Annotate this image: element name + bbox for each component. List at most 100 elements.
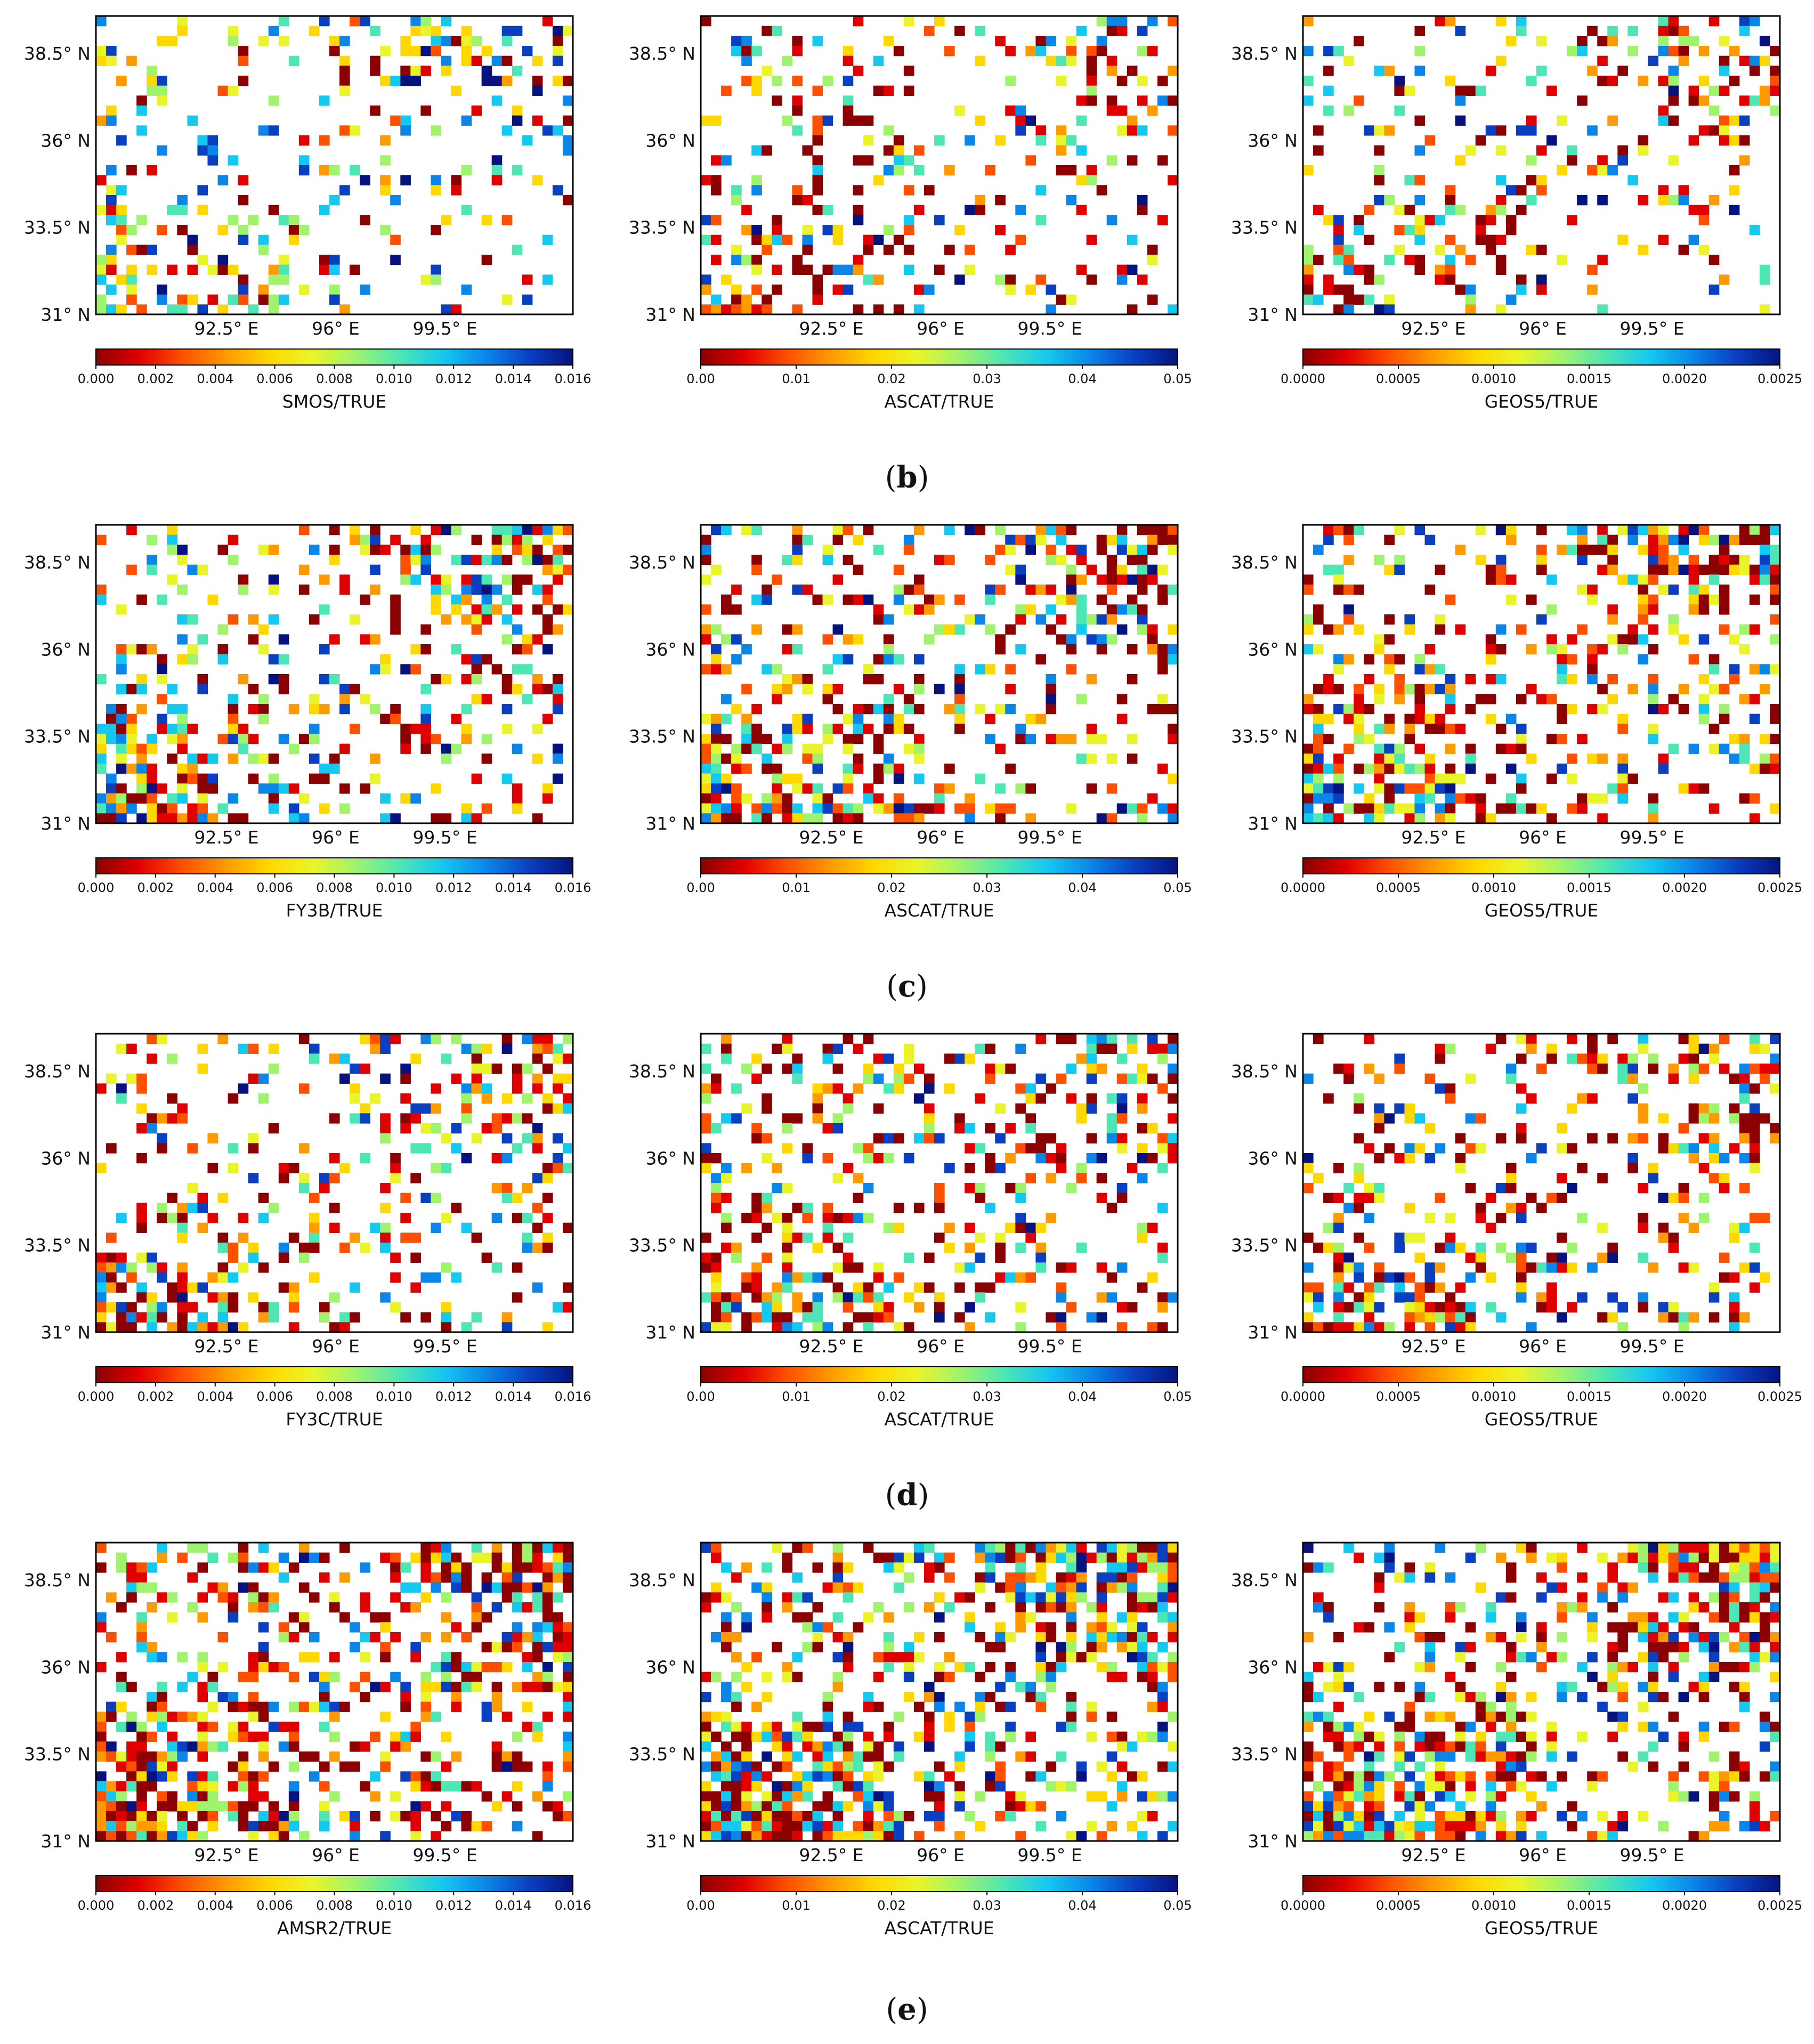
heatmap-cell xyxy=(187,264,198,275)
heatmap-cell xyxy=(329,525,340,536)
heatmap-cell xyxy=(843,634,854,645)
heatmap-cell xyxy=(136,1073,147,1084)
heatmap-cell xyxy=(177,764,188,774)
heatmap-cell xyxy=(217,1302,229,1313)
heatmap-cell xyxy=(843,1642,854,1652)
heatmap-cell xyxy=(1719,594,1730,605)
heatmap-cell xyxy=(721,773,732,784)
heatmap-cell xyxy=(96,1771,107,1782)
heatmap-cell xyxy=(329,1652,340,1662)
heatmap-cell xyxy=(187,1791,198,1802)
heatmap-cell xyxy=(1076,1243,1087,1253)
heatmap-cell xyxy=(147,564,157,575)
heatmap-cell xyxy=(552,1543,563,1553)
heatmap-cell xyxy=(197,753,208,764)
heatmap-cell xyxy=(258,1701,269,1712)
heatmap-cell xyxy=(1435,16,1446,27)
heatmap-cell xyxy=(1577,1292,1588,1303)
heatmap-cell xyxy=(400,36,411,46)
heatmap-cell xyxy=(147,1751,157,1762)
heatmap-cell xyxy=(832,264,844,275)
heatmap-cell xyxy=(1025,1751,1036,1762)
heatmap-cell xyxy=(1167,1741,1178,1752)
heatmap-cell xyxy=(501,614,513,625)
heatmap-cell xyxy=(1147,255,1158,265)
heatmap-cell xyxy=(1485,1043,1496,1054)
heatmap-cell xyxy=(1086,55,1097,66)
heatmap-cell xyxy=(1475,1113,1486,1124)
heatmap-cell xyxy=(741,1751,752,1762)
heatmap-cell xyxy=(1617,713,1628,724)
heatmap-cell xyxy=(441,525,452,536)
heatmap-cell xyxy=(116,1083,127,1094)
heatmap-cell xyxy=(843,1292,854,1303)
heatmap-cell xyxy=(1678,1123,1689,1134)
heatmap-cell xyxy=(1648,624,1659,635)
heatmap-cell xyxy=(1587,1034,1598,1044)
heatmap-cell xyxy=(1076,264,1087,275)
heatmap-cell xyxy=(944,1712,955,1722)
heatmap-cell xyxy=(1729,1073,1740,1084)
heatmap-cell xyxy=(471,1552,482,1563)
heatmap-cell xyxy=(1749,764,1760,774)
heatmap-cell xyxy=(1638,574,1649,585)
heatmap-cell xyxy=(1414,803,1426,814)
colorbar xyxy=(95,1366,573,1383)
heatmap-cell xyxy=(217,734,229,744)
heatmap-cell xyxy=(1025,1113,1036,1124)
heatmap-cell xyxy=(501,525,513,536)
heatmap-cell xyxy=(1546,813,1557,823)
heatmap-cell xyxy=(157,694,167,704)
heatmap-cell xyxy=(995,803,1006,814)
y-tick-label: 33.5° N xyxy=(24,217,91,238)
heatmap-cell xyxy=(975,1701,985,1712)
heatmap-cell xyxy=(309,1701,320,1712)
heatmap-cell xyxy=(268,654,279,664)
heatmap-cell xyxy=(822,1222,833,1233)
heatmap-cell xyxy=(832,1213,844,1223)
heatmap-cell xyxy=(903,1572,914,1583)
heatmap-cell xyxy=(1127,1622,1138,1633)
heatmap-cell xyxy=(903,803,914,814)
heatmap-cell xyxy=(1035,1552,1047,1563)
heatmap-cell xyxy=(985,594,995,605)
heatmap-cell xyxy=(701,16,711,27)
heatmap-cell xyxy=(1354,764,1364,774)
heatmap-cell xyxy=(562,1652,573,1662)
heatmap-cell xyxy=(562,95,573,106)
heatmap-cell xyxy=(329,753,340,764)
heatmap-cell xyxy=(995,1232,1006,1243)
heatmap-cell xyxy=(903,724,914,734)
heatmap-cell xyxy=(1638,585,1649,595)
heatmap-cell xyxy=(772,1741,782,1752)
heatmap-cell xyxy=(441,1322,452,1332)
heatmap-cell xyxy=(512,1761,523,1772)
heatmap-cell xyxy=(512,1801,523,1812)
heatmap-cell xyxy=(802,813,813,823)
heatmap-cell xyxy=(762,294,772,305)
heatmap-cell xyxy=(268,614,279,625)
heatmap-cell xyxy=(903,245,914,255)
heatmap-cell xyxy=(238,813,249,823)
heatmap-cell xyxy=(913,574,925,585)
heatmap-cell xyxy=(552,26,563,36)
heatmap-cell xyxy=(522,1652,533,1662)
heatmap-cell xyxy=(711,185,722,196)
heatmap-cell xyxy=(1526,76,1537,86)
colorbar-tick-label: 0.03 xyxy=(973,1389,1001,1404)
heatmap-cell xyxy=(954,1791,965,1802)
heatmap-cell xyxy=(207,1741,218,1752)
heatmap-cell xyxy=(731,285,742,295)
heatmap-cell xyxy=(1323,793,1334,804)
heatmap-cell xyxy=(1364,125,1374,136)
heatmap-cell xyxy=(1015,1582,1026,1593)
heatmap-cell xyxy=(542,1622,553,1633)
heatmap-cell xyxy=(1137,46,1148,56)
heatmap-cell xyxy=(1127,1652,1138,1662)
heatmap-cell xyxy=(1086,85,1097,96)
heatmap-cell xyxy=(1096,1034,1107,1044)
heatmap-cell xyxy=(400,1064,411,1074)
heatmap-cell xyxy=(1617,753,1628,764)
heatmap-cell xyxy=(1056,1163,1067,1173)
heatmap-cell xyxy=(1167,773,1178,784)
